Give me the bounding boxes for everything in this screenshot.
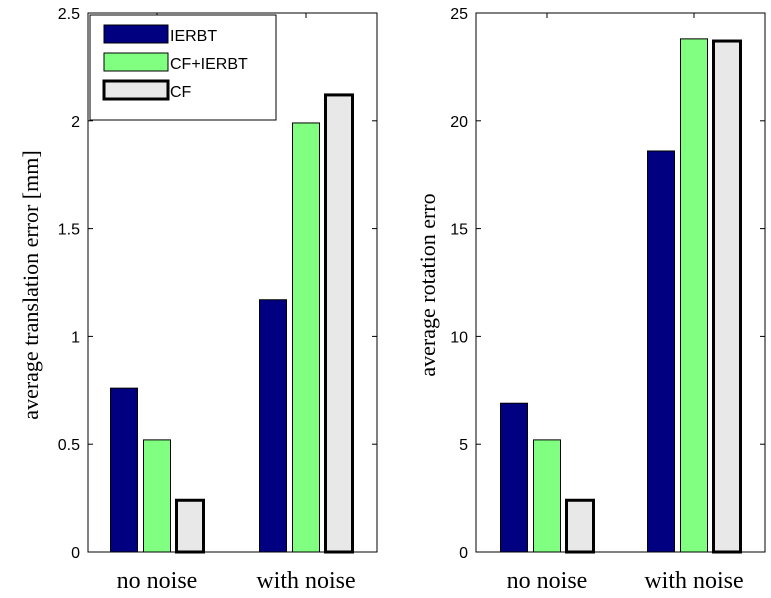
y-tick-label: 0 [459,545,468,562]
y-tick-label: 0.5 [58,437,80,454]
y-tick-label: 2.5 [58,6,80,23]
bar [647,150,675,553]
y-tick-label: 2 [71,114,80,131]
bar [259,299,287,553]
bar [292,122,320,553]
rotation-error-panel: average rotation erro 0 5 10 15 20 25 no noise… [415,6,766,594]
legend-swatch [103,24,169,44]
bar [110,387,138,553]
y-tick-label: 5 [459,437,468,454]
legend-entry-label: IERBT [170,28,217,45]
y-tick-label: 1 [71,329,80,346]
bar [500,402,528,553]
y-tick-label: 1.5 [58,222,80,239]
axes-box [475,12,766,553]
bar [324,93,354,554]
y-axis-label-translation: average translation error [mm] [18,150,43,419]
bar [712,39,742,554]
legend-entry-label: CF [170,84,192,101]
x-category-label: no noise [117,568,198,594]
axes-box [87,12,378,553]
bar [680,38,708,553]
x-category-label: with noise [644,568,743,594]
plot-area-rotation: 0 5 10 15 20 25 no noise with noise [450,6,766,594]
x-category-label: no noise [507,568,588,594]
bar [533,439,561,553]
translation-error-panel: average translation error [mm] 0 0.5 1 1.5 2… [18,6,378,594]
y-axis-label-rotation: average rotation erro [415,193,440,376]
legend-swatch [102,79,170,101]
y-tick-label: 0 [71,545,80,562]
bar [143,439,171,553]
bar [565,498,595,554]
legend: IERBT CF+IERBT CF [89,14,277,121]
bar [175,498,205,554]
plot-area-translation: 0 0.5 1 1.5 2 2.5 no noise with noise IERBT CF+IE… [58,6,378,594]
y-tick-label: 15 [450,222,468,239]
x-category-label: with noise [256,568,355,594]
legend-swatch [103,52,169,72]
y-tick-label: 10 [450,329,468,346]
y-tick-label: 20 [450,114,468,131]
y-tick-label: 25 [450,6,468,23]
legend-entry-label: CF+IERBT [170,56,248,73]
